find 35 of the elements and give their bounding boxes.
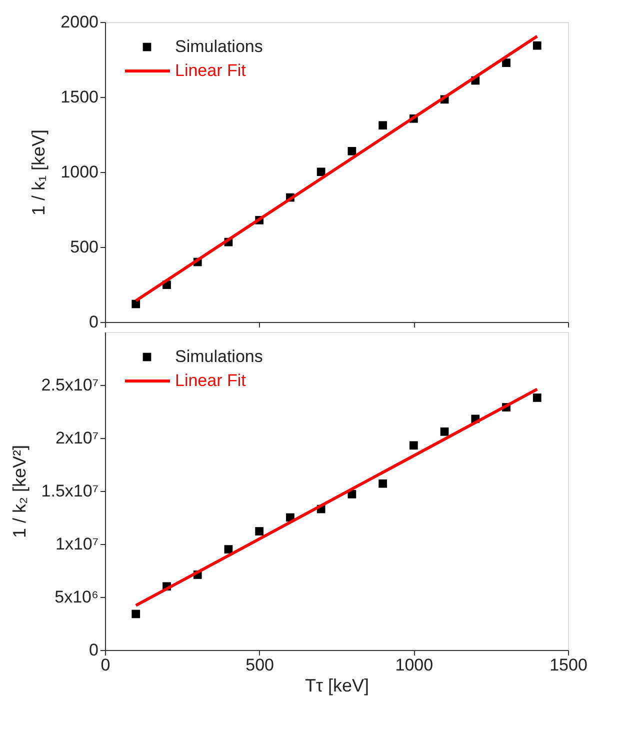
- y-tick-label: 1500: [60, 88, 98, 106]
- x-tick-label: 0: [100, 656, 110, 674]
- x-axis-title: Tτ [keV]: [304, 676, 370, 696]
- y-tick-label: 0: [89, 312, 98, 332]
- y-tick-label: 2000: [60, 12, 98, 32]
- point: [132, 300, 140, 308]
- y-tick-label: 1x10⁷: [55, 534, 98, 554]
- y-axis-title: 1 / k₂ [keV²]: [9, 444, 30, 538]
- legend-label: Linear Fit: [175, 61, 246, 80]
- y-tick-label: 1.5x10⁷: [41, 482, 98, 500]
- y-tick-label: 1000: [60, 162, 98, 182]
- point: [440, 427, 449, 436]
- point: [378, 121, 387, 130]
- point: [532, 394, 542, 402]
- point: [409, 441, 418, 450]
- y-tick-label: 500: [70, 238, 98, 256]
- x-tick-label: 1000: [395, 656, 434, 674]
- point: [532, 41, 542, 50]
- y-tick-label: 0: [89, 640, 98, 660]
- point: [316, 168, 326, 176]
- legend-label: Linear Fit: [175, 371, 246, 390]
- y-tick-label: 2x10⁷: [55, 428, 98, 448]
- point: [502, 58, 510, 67]
- point: [224, 545, 233, 554]
- x-tick-label: 1500: [550, 656, 588, 674]
- legend-label: Simulations: [175, 37, 263, 56]
- y-tick-label: 5x10⁶: [54, 588, 98, 606]
- legend-label: Simulations: [175, 347, 263, 366]
- x-tick-label: 500: [246, 656, 274, 674]
- point: [255, 527, 264, 536]
- point: [132, 610, 140, 618]
- point: [348, 146, 356, 156]
- point: [378, 479, 387, 488]
- y-axis-title: 1 / k₁ [keV]: [28, 129, 49, 216]
- y-tick-label: 2.5x10⁷: [41, 376, 98, 394]
